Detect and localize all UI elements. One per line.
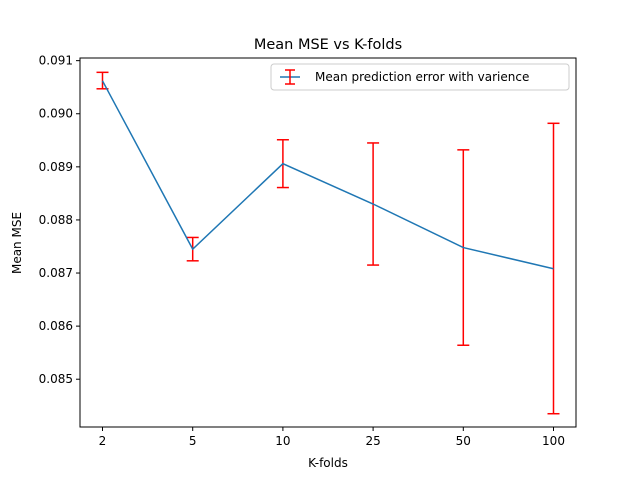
x-tick-label: 2: [99, 434, 107, 448]
error-bar: [96, 71, 109, 90]
y-tick-label: 0.089: [39, 160, 73, 174]
y-tick-label: 0.090: [39, 107, 73, 121]
y-tick-label: 0.091: [39, 54, 73, 68]
chart-title: Mean MSE vs K-folds: [254, 37, 402, 53]
plot-area: 2 5 10 25 50 1000.0850.0860.0870.0880.0890.09…: [39, 54, 577, 448]
y-tick-label: 0.087: [39, 266, 73, 280]
x-tick-label: 50: [456, 434, 471, 448]
x-tick-label: 25: [365, 434, 380, 448]
x-axis-label: K-folds: [308, 456, 348, 470]
y-tick-label: 0.085: [39, 372, 73, 386]
y-tick-label: 0.088: [39, 213, 73, 227]
y-axis-label: Mean MSE: [10, 212, 24, 274]
axes-frame: [79, 57, 577, 428]
x-tick-label: 10: [275, 434, 290, 448]
series-line: [101, 80, 554, 270]
legend-box: [270, 63, 570, 91]
x-tick-label: 100: [542, 434, 565, 448]
legend-label: Mean prediction error with varience: [315, 70, 529, 84]
y-tick-label: 0.086: [39, 319, 73, 333]
x-tick-label: 5: [189, 434, 197, 448]
legend: Mean prediction error with varience: [270, 63, 570, 91]
